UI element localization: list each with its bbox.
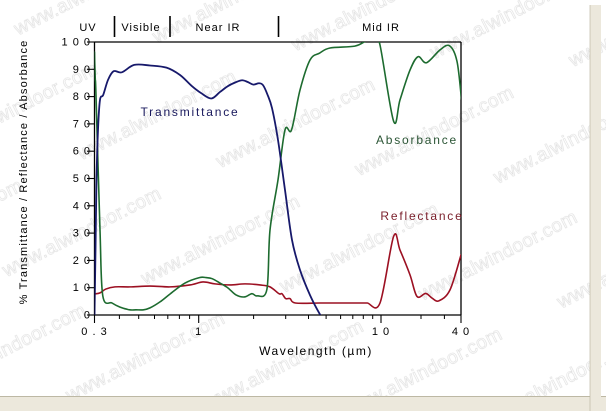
svg-text:1: 1 bbox=[195, 326, 202, 338]
svg-text:Transmittance: Transmittance bbox=[141, 105, 240, 119]
svg-text:7 0: 7 0 bbox=[73, 118, 91, 130]
svg-text:2 0: 2 0 bbox=[73, 255, 91, 267]
svg-text:0 . 3: 0 . 3 bbox=[81, 326, 107, 338]
svg-text:0: 0 bbox=[84, 310, 91, 322]
svg-text:3 0: 3 0 bbox=[73, 228, 91, 240]
svg-text:4 0: 4 0 bbox=[452, 326, 470, 338]
svg-text:6 0: 6 0 bbox=[73, 146, 91, 158]
svg-text:Near IR: Near IR bbox=[196, 22, 241, 34]
svg-text:8 0: 8 0 bbox=[73, 91, 91, 103]
svg-text:Wavelength (µm): Wavelength (µm) bbox=[259, 344, 373, 358]
svg-text:Absorbance: Absorbance bbox=[376, 133, 458, 147]
svg-text:1 0: 1 0 bbox=[73, 282, 91, 294]
svg-text:Visible: Visible bbox=[121, 22, 160, 34]
svg-text:5 0: 5 0 bbox=[73, 173, 91, 185]
svg-text:Reflectance: Reflectance bbox=[380, 209, 463, 223]
svg-text:4 0: 4 0 bbox=[73, 200, 91, 212]
svg-text:% Transmittance / Reflectance: % Transmittance / Reflectance / Absorban… bbox=[18, 40, 30, 305]
svg-text:1 0 0: 1 0 0 bbox=[62, 37, 91, 49]
svg-text:1 0: 1 0 bbox=[372, 326, 390, 338]
svg-text:UV: UV bbox=[79, 22, 96, 34]
svg-text:9 0: 9 0 bbox=[73, 64, 91, 76]
svg-text:Mid IR: Mid IR bbox=[362, 22, 400, 34]
